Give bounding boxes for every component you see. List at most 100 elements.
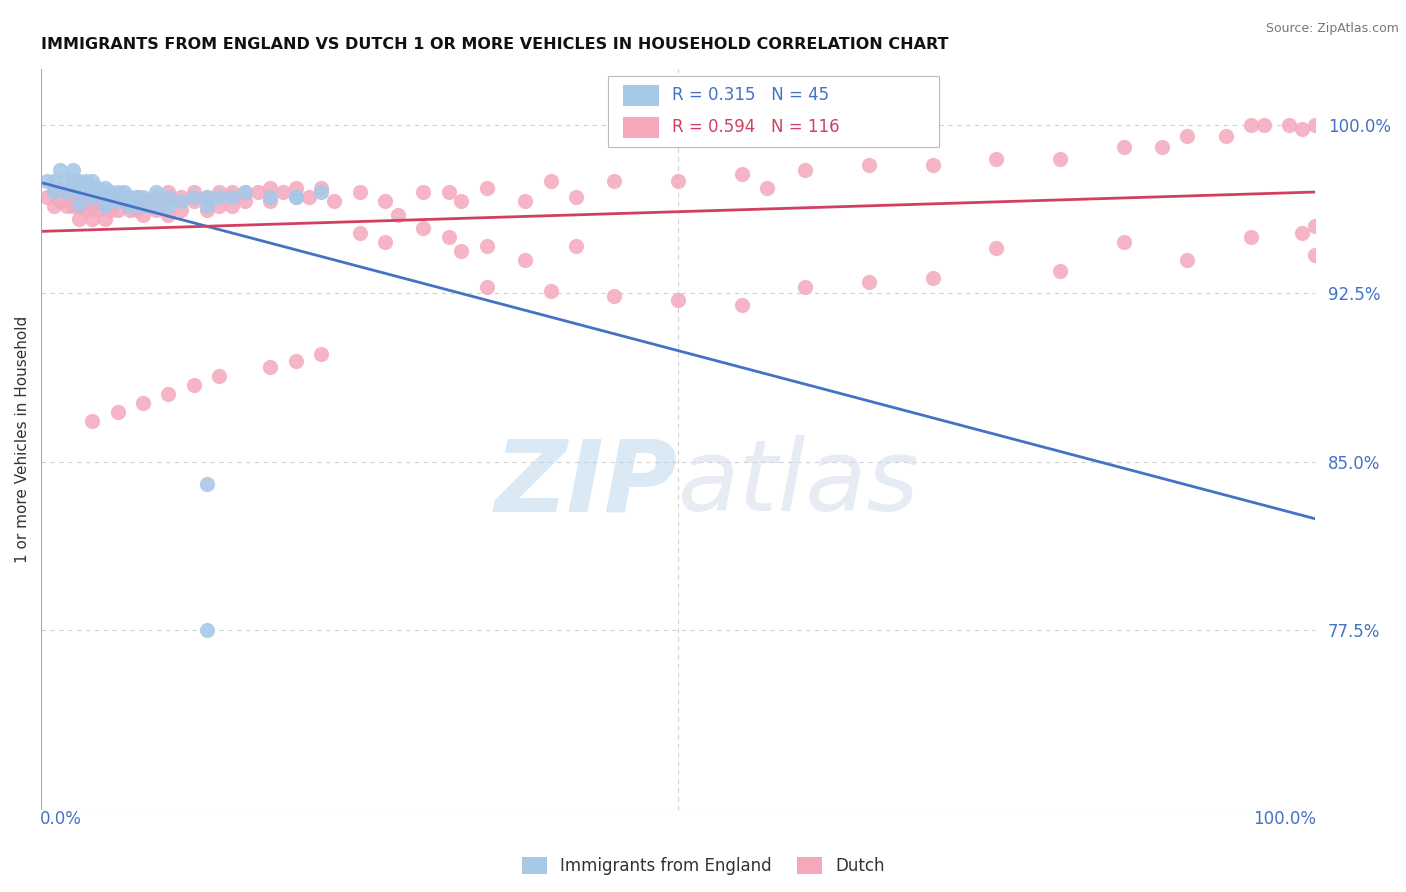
Point — [120, 203, 142, 218]
Point — [730, 167, 752, 181]
Point — [94, 199, 117, 213]
Point — [1112, 140, 1135, 154]
Point — [120, 190, 142, 204]
Point — [246, 186, 269, 200]
Point — [221, 190, 243, 204]
Point — [62, 186, 84, 200]
Point — [157, 208, 180, 222]
Point — [94, 190, 117, 204]
Point — [1278, 118, 1301, 132]
Point — [1049, 152, 1071, 166]
Point — [170, 190, 193, 204]
Point — [183, 186, 205, 200]
Point — [730, 297, 752, 311]
Text: R = 0.594   N = 116: R = 0.594 N = 116 — [672, 119, 839, 136]
Text: ZIP: ZIP — [495, 435, 678, 533]
Point — [233, 194, 256, 209]
Point — [157, 190, 180, 204]
Point — [42, 174, 65, 188]
Point — [80, 190, 103, 204]
Point — [49, 162, 72, 177]
Point — [1240, 230, 1263, 244]
Point — [195, 190, 218, 204]
Point — [183, 194, 205, 209]
Point — [1177, 252, 1199, 267]
Point — [80, 174, 103, 188]
Point — [208, 199, 231, 213]
Point — [284, 353, 307, 368]
Point — [986, 242, 1008, 256]
Point — [233, 186, 256, 200]
Y-axis label: 1 or more Vehicles in Household: 1 or more Vehicles in Household — [15, 316, 30, 563]
Point — [794, 162, 817, 177]
Point — [100, 203, 122, 218]
Point — [37, 174, 59, 188]
Point — [1303, 219, 1326, 233]
Point — [125, 190, 148, 204]
Point — [233, 186, 256, 200]
Point — [565, 190, 588, 204]
Point — [49, 194, 72, 209]
Point — [259, 190, 281, 204]
Point — [80, 190, 103, 204]
Point — [132, 396, 155, 410]
Point — [67, 186, 90, 200]
Point — [921, 270, 943, 285]
Text: atlas: atlas — [678, 435, 920, 533]
Point — [112, 186, 135, 200]
Point — [1177, 129, 1199, 144]
Point — [603, 288, 626, 302]
Point — [412, 221, 434, 235]
Point — [125, 190, 148, 204]
Point — [80, 199, 103, 213]
Point — [603, 174, 626, 188]
Point — [565, 239, 588, 253]
Point — [62, 199, 84, 213]
Point — [794, 279, 817, 293]
Point — [195, 190, 218, 204]
Point — [94, 199, 117, 213]
Point — [157, 199, 180, 213]
Point — [195, 203, 218, 218]
Bar — [623, 117, 659, 137]
Point — [62, 174, 84, 188]
Text: R = 0.315   N = 45: R = 0.315 N = 45 — [672, 87, 828, 104]
Point — [195, 624, 218, 638]
Point — [475, 181, 498, 195]
Bar — [623, 85, 659, 106]
Point — [374, 235, 396, 249]
Point — [62, 162, 84, 177]
Point — [132, 199, 155, 213]
Point — [80, 212, 103, 227]
Point — [42, 186, 65, 200]
Point — [437, 186, 460, 200]
Point — [208, 190, 231, 204]
FancyBboxPatch shape — [607, 76, 939, 146]
Point — [67, 174, 90, 188]
Point — [986, 152, 1008, 166]
Point — [284, 181, 307, 195]
Point — [107, 203, 129, 218]
Point — [284, 190, 307, 204]
Point — [297, 190, 319, 204]
Point — [475, 239, 498, 253]
Point — [259, 360, 281, 375]
Point — [311, 181, 333, 195]
Point — [311, 186, 333, 200]
Point — [67, 199, 90, 213]
Point — [94, 190, 117, 204]
Point — [412, 186, 434, 200]
Point — [1150, 140, 1173, 154]
Point — [921, 158, 943, 172]
Point — [80, 181, 103, 195]
Text: Source: ZipAtlas.com: Source: ZipAtlas.com — [1265, 22, 1399, 36]
Point — [94, 181, 117, 195]
Point — [107, 190, 129, 204]
Point — [170, 203, 193, 218]
Point — [183, 378, 205, 392]
Point — [138, 194, 160, 209]
Point — [120, 199, 142, 213]
Point — [271, 186, 294, 200]
Point — [475, 279, 498, 293]
Point — [75, 203, 97, 218]
